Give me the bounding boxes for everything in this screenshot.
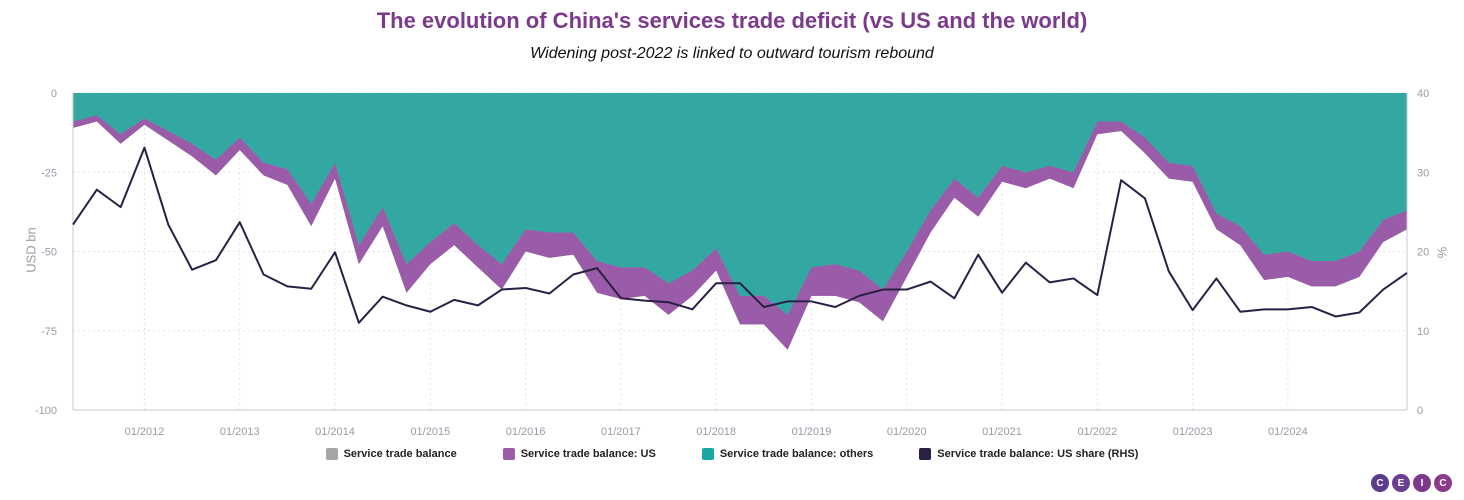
x-tick-label: 01/2022 xyxy=(1077,426,1117,438)
legend-label-us-share: Service trade balance: US share (RHS) xyxy=(937,448,1139,460)
y-tick-label-left: -25 xyxy=(41,167,57,179)
y-tick-label-right: 0 xyxy=(1417,405,1423,417)
chart-title: The evolution of China's services trade … xyxy=(376,8,1088,33)
logo-letter: I xyxy=(1413,474,1431,492)
x-tick-label: 01/2014 xyxy=(315,426,355,438)
legend-label-others: Service trade balance: others xyxy=(719,448,874,460)
y-axis-label-right: % xyxy=(1434,246,1450,259)
legend-item-us-share[interactable]: Service trade balance: US share (RHS) xyxy=(919,448,1138,460)
y-tick-label-right: 30 xyxy=(1417,167,1429,179)
legend-swatch-us-share xyxy=(919,448,932,460)
x-tick-label: 01/2016 xyxy=(506,426,546,438)
area-service-trade-balance-us xyxy=(73,115,1407,350)
legend-swatch-others xyxy=(701,448,714,460)
legend-item-us[interactable]: Service trade balance: US xyxy=(502,448,656,460)
x-tick-label: 01/2012 xyxy=(125,426,165,438)
x-tick-label: 01/2017 xyxy=(601,426,641,438)
x-tick-label: 01/2013 xyxy=(220,426,260,438)
logo-letter: C xyxy=(1371,474,1389,492)
x-tick-label: 01/2018 xyxy=(696,426,736,438)
x-tick-label: 01/2019 xyxy=(792,426,832,438)
legend: Service trade balance Service trade bala… xyxy=(0,448,1464,460)
y-tick-label-left: -75 xyxy=(41,326,57,338)
x-tick-label: 01/2024 xyxy=(1268,426,1308,438)
ceic-logo: C E I C xyxy=(1371,474,1452,492)
y-tick-label-left: -50 xyxy=(41,247,57,259)
legend-swatch-balance xyxy=(325,448,338,460)
logo-letter: C xyxy=(1434,474,1452,492)
legend-swatch-us xyxy=(502,448,515,460)
chart-subtitle: Widening post-2022 is linked to outward … xyxy=(530,45,934,62)
y-axis-label-left: USD bn xyxy=(23,227,39,273)
x-tick-label: 01/2015 xyxy=(410,426,450,438)
legend-label-us: Service trade balance: US xyxy=(520,448,656,460)
legend-label-balance: Service trade balance xyxy=(343,448,457,460)
y-tick-label-right: 20 xyxy=(1417,247,1429,259)
y-tick-label-left: 0 xyxy=(51,88,57,100)
y-tick-label-right: 40 xyxy=(1417,88,1429,100)
legend-item-others[interactable]: Service trade balance: others xyxy=(701,448,874,460)
logo-letter: E xyxy=(1392,474,1410,492)
x-tick-label: 01/2021 xyxy=(982,426,1022,438)
y-tick-label-right: 10 xyxy=(1417,326,1429,338)
y-tick-label-left: -100 xyxy=(35,405,57,417)
x-tick-label: 01/2023 xyxy=(1173,426,1213,438)
area-service-trade-balance-others xyxy=(73,93,1407,315)
legend-item-balance[interactable]: Service trade balance xyxy=(325,448,457,460)
line-us-share xyxy=(72,146,1408,324)
x-tick-label: 01/2020 xyxy=(887,426,927,438)
